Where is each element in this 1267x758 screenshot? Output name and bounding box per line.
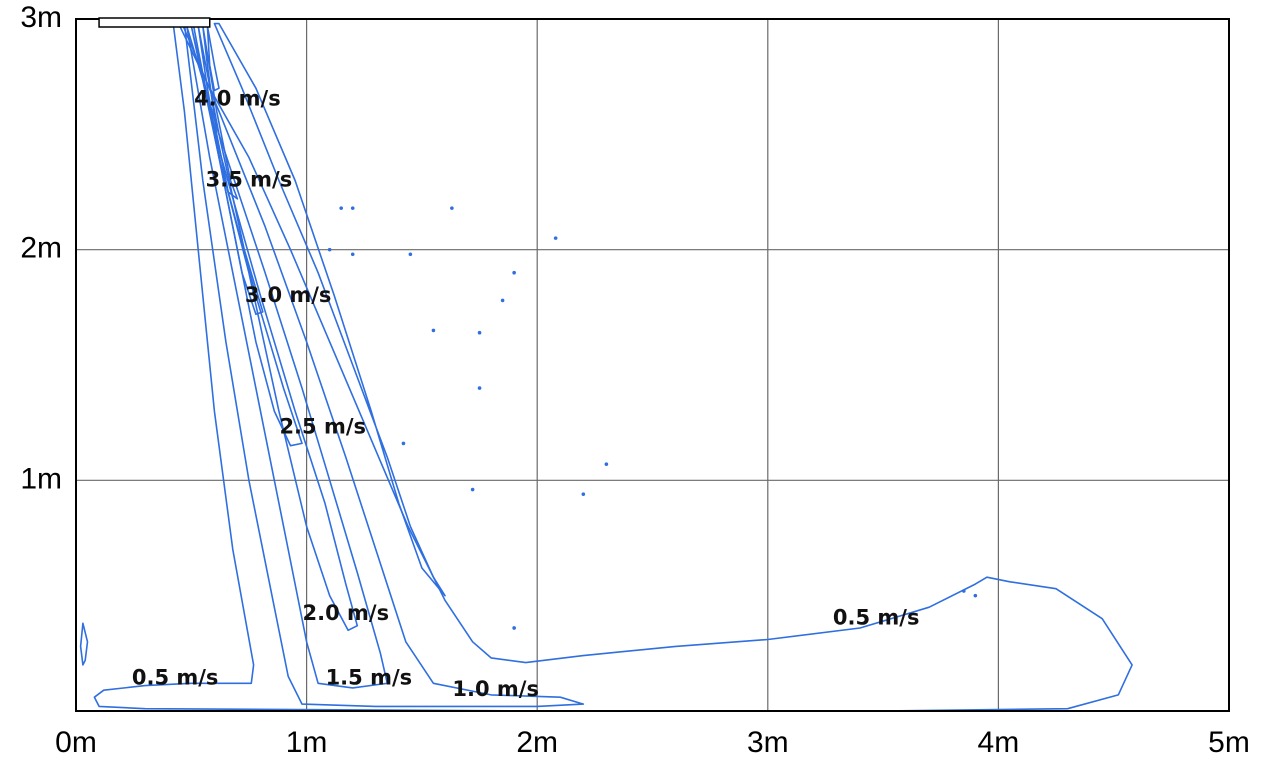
speck-16: [512, 626, 516, 630]
speck-5: [350, 252, 355, 257]
diffuser: [98, 17, 211, 28]
grid-layer: [76, 19, 1229, 711]
speck-2: [450, 206, 454, 210]
contour-layer: [79, 20, 1133, 712]
contour-contour-2.0: [190, 25, 359, 632]
contour-left-wall-blob: [79, 622, 89, 666]
tick-label-layer: 0m 1m 2m 3m 4m 5m 1m 2m 3m: [20, 1, 1250, 758]
speck-layer: [327, 206, 978, 630]
frame-layer: [75, 17, 1230, 712]
speck-8: [500, 298, 505, 303]
speck-11: [477, 386, 482, 390]
contour-outer-inner: [213, 22, 446, 597]
plot-frame: [75, 18, 1230, 712]
contour-label-5: 1.5 m/s: [326, 666, 413, 690]
y-tick-label-2: 3m: [20, 1, 62, 34]
y-tick-label-1: 2m: [20, 232, 62, 265]
contour-label-6: 1.0 m/s: [452, 677, 539, 701]
speck-0: [339, 206, 343, 210]
speck-1: [350, 206, 355, 210]
contour-label-3: 2.5 m/s: [279, 414, 366, 438]
x-tick-label-4: 4m: [978, 726, 1020, 758]
contour-outer-0.5: [93, 20, 1133, 712]
speck-6: [408, 252, 413, 257]
contour-label-0: 4.0 m/s: [194, 87, 281, 111]
contour-contour-3.5: [202, 25, 239, 200]
speck-10: [477, 330, 482, 335]
contour-label-1: 3.5 m/s: [206, 167, 293, 191]
contour-label-layer: 4.0 m/s 3.5 m/s 3.0 m/s 2.5 m/s 2.0 m/s 1.5 m…: [132, 87, 920, 702]
contour-label-8: 0.5 m/s: [833, 606, 920, 630]
contour-label-7: 0.5 m/s: [132, 666, 219, 690]
speck-15: [581, 492, 586, 496]
speck-9: [431, 328, 436, 333]
contour-contour-1.0: [181, 22, 585, 708]
speck-4: [327, 247, 332, 252]
x-tick-label-5: 5m: [1208, 726, 1250, 758]
speck-17: [973, 593, 978, 598]
speck-7: [512, 270, 516, 275]
speck-14: [470, 487, 475, 492]
x-tick-label-3: 3m: [747, 726, 789, 758]
y-tick-label-0: 1m: [20, 462, 62, 495]
contour-label-4: 2.0 m/s: [303, 601, 390, 625]
x-tick-label-2: 2m: [516, 726, 558, 758]
contour-contour-3.0: [197, 25, 264, 316]
speck-12: [401, 441, 406, 446]
contour-label-2: 3.0 m/s: [245, 283, 332, 307]
speck-13: [604, 462, 609, 466]
speck-3: [553, 236, 558, 240]
contour-contour-4.0: [206, 25, 220, 92]
contour-contour-1.5: [185, 25, 389, 689]
speck-18: [962, 589, 966, 593]
x-tick-label-0: 0m: [55, 726, 97, 758]
x-tick-label-1: 1m: [286, 726, 328, 758]
